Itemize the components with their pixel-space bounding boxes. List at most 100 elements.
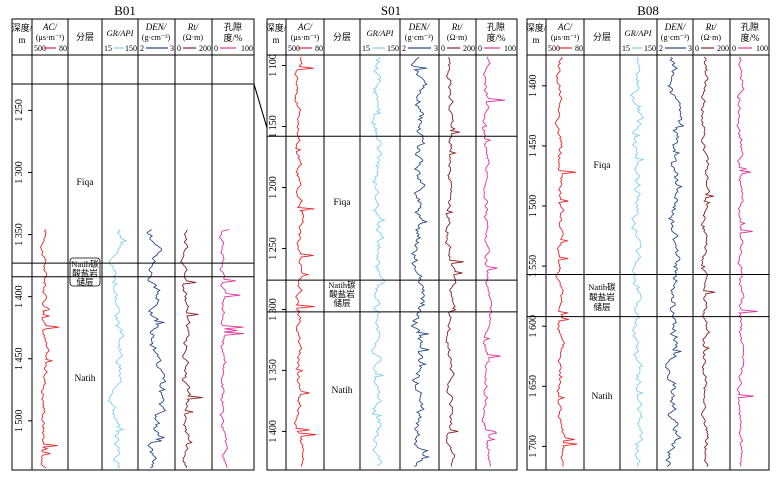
track-dividers-b08 — [545, 19, 731, 470]
den-right-b08: 3 — [688, 44, 692, 53]
rt-curve — [180, 229, 203, 469]
rt-right-b01: 200 — [199, 44, 211, 53]
den-unit-b08: (g·cm⁻³) — [661, 33, 690, 42]
depth-tick-label: 1 400 — [268, 420, 279, 443]
panel-s01: S01 深度/ m AC/ (μs·m⁻¹) 500 80 分层 GR/API … — [266, 3, 518, 471]
log-curves-b01 — [40, 229, 244, 469]
den-curve — [665, 56, 685, 467]
por-left-b08: 0 — [732, 44, 736, 53]
gr-left-b08: 15 — [622, 44, 630, 53]
den-unit-b01: (g·cm⁻³) — [142, 33, 171, 42]
ac-header-s01: AC/ — [297, 22, 314, 32]
panel-frame-s01 — [266, 18, 518, 471]
layer-fiqa-b01: Fiqa — [77, 178, 95, 188]
well-title-b08: B08 — [637, 3, 659, 18]
gr-header-b08: GR/API — [625, 28, 653, 38]
depth-unit-s01: m — [272, 35, 279, 45]
por-curve — [218, 229, 244, 469]
ac-curve — [555, 56, 578, 467]
ac-curve — [40, 229, 60, 469]
layer-reservoir-b08-2: 酸盐岩 — [589, 292, 615, 302]
track-headers-b01: 深度/ m AC/ (μs·m⁻¹) 500 80 分层 GR/API 15 1… — [12, 21, 253, 53]
track-dividers-b01 — [31, 19, 213, 470]
gr-left-b01: 15 — [104, 44, 112, 53]
depth-tick-label: 1 350 — [268, 359, 279, 382]
depth-tick-label: 1 700 — [528, 435, 539, 458]
track-dividers-s01 — [285, 19, 477, 470]
gr-curve — [107, 229, 128, 469]
depth-ticks-s01: 1 100 1 150 1 200 1 250 1 300 1 350 1 400 — [268, 54, 286, 443]
por-left-s01: 0 — [478, 44, 482, 53]
depth-tick-label: 1 300 — [268, 298, 279, 321]
ac-header-b01: AC/ — [42, 22, 59, 32]
por-curve — [481, 56, 506, 467]
rt-unit-b01: (Ω·m) — [183, 33, 203, 42]
depth-tick-label: 1 300 — [14, 161, 25, 184]
den-curve — [146, 229, 167, 469]
depth-tick-label: 1 500 — [14, 410, 25, 433]
depth-tick-label: 1 450 — [14, 347, 25, 370]
panel-frame-b08 — [526, 18, 770, 471]
depth-tick-label: 1 550 — [528, 255, 539, 278]
layer-labels-b01: Fiqa Natih碳 酸盐岩 储层 Natih — [69, 178, 101, 384]
rt-header-b01: Rt/ — [187, 22, 200, 32]
correlation-lines — [12, 83, 268, 129]
ac-right-b01: 80 — [59, 44, 67, 53]
den-header-b08: DEN/ — [664, 22, 687, 32]
gr-right-s01: 150 — [387, 44, 399, 53]
well-title-s01: S01 — [381, 3, 401, 18]
track-headers-s01: 深度/ m AC/ (μs·m⁻¹) 500 80 分层 GR/API 15 1… — [266, 21, 516, 53]
track-headers-b08: 深度/ m AC/ (μs·m⁻¹) 500 80 分层 GR/API 15 1… — [526, 21, 768, 53]
layer-reservoir-b08-1: Natih碳 — [588, 282, 616, 292]
well-title-b01: B01 — [114, 3, 136, 18]
ac-unit-b08: (μs·m⁻¹) — [551, 33, 580, 42]
rt-unit-b08: (Ω·m) — [701, 33, 721, 42]
por-header2-s01: 度/% — [487, 32, 507, 43]
rt-header-b08: Rt/ — [705, 22, 718, 32]
panel-b08: B08 深度/ m AC/ (μs·m⁻¹) 500 80 分层 GR/API … — [526, 3, 770, 471]
reservoir-box-b01 — [69, 257, 101, 287]
ac-unit-s01: (μs·m⁻¹) — [291, 33, 320, 42]
depth-ticks-b08: 1 400 1 450 1 500 1 550 1 600 1 650 1 700 — [528, 75, 546, 458]
ac-left-s01: 500 — [288, 44, 300, 53]
depth-unit-b08: m — [532, 35, 539, 45]
formation-tops-b01 — [12, 262, 254, 278]
layer-header-s01: 分层 — [333, 32, 351, 42]
depth-tick-label: 1 200 — [268, 176, 279, 199]
layer-labels-s01: Fiqa Natih碳 酸盐岩 储层 Natih — [328, 198, 356, 396]
layer-reservoir-b01-3: 储层 — [76, 277, 93, 287]
gr-header-s01: GR/API — [367, 28, 395, 38]
ac-right-b08: 80 — [575, 44, 583, 53]
den-right-s01: 3 — [434, 44, 438, 53]
layer-reservoir-s01-2: 酸盐岩 — [329, 289, 355, 299]
layer-header-b08: 分层 — [593, 32, 611, 42]
depth-tick-label: 1 250 — [268, 237, 279, 260]
depth-unit-b01: m — [18, 35, 25, 45]
depth-header-s01: 深度/ — [266, 22, 287, 33]
panel-frame-b01 — [11, 18, 255, 471]
ac-curve — [293, 56, 317, 467]
ac-left-b08: 500 — [548, 44, 560, 53]
depth-tick-label: 1 100 — [268, 54, 279, 77]
den-right-b01: 3 — [170, 44, 174, 53]
layer-reservoir-b01-2: 酸盐岩 — [72, 268, 98, 278]
por-right-b08: 100 — [756, 44, 768, 53]
por-left-b01: 0 — [214, 44, 218, 53]
por-right-s01: 100 — [504, 44, 516, 53]
depth-tick-label: 1 250 — [14, 99, 25, 122]
den-left-b01: 2 — [140, 44, 144, 53]
log-curves-s01 — [293, 56, 506, 467]
gr-left-s01: 15 — [362, 44, 370, 53]
depth-tick-label: 1 450 — [528, 135, 539, 158]
depth-ticks-b01: 1 250 1 300 1 350 1 400 1 450 1 500 — [14, 99, 32, 432]
por-header2-b08: 度/% — [741, 32, 761, 43]
layer-natih-b08: Natih — [591, 392, 612, 402]
depth-tick-label: 1 350 — [14, 223, 25, 246]
layer-reservoir-s01-1: Natih碳 — [328, 280, 356, 290]
rt-unit-s01: (Ω·m) — [447, 33, 467, 42]
fiqa-top-correlation — [12, 83, 268, 129]
layer-header-b01: 分层 — [76, 32, 94, 42]
layer-reservoir-b08-3: 储层 — [593, 302, 610, 312]
